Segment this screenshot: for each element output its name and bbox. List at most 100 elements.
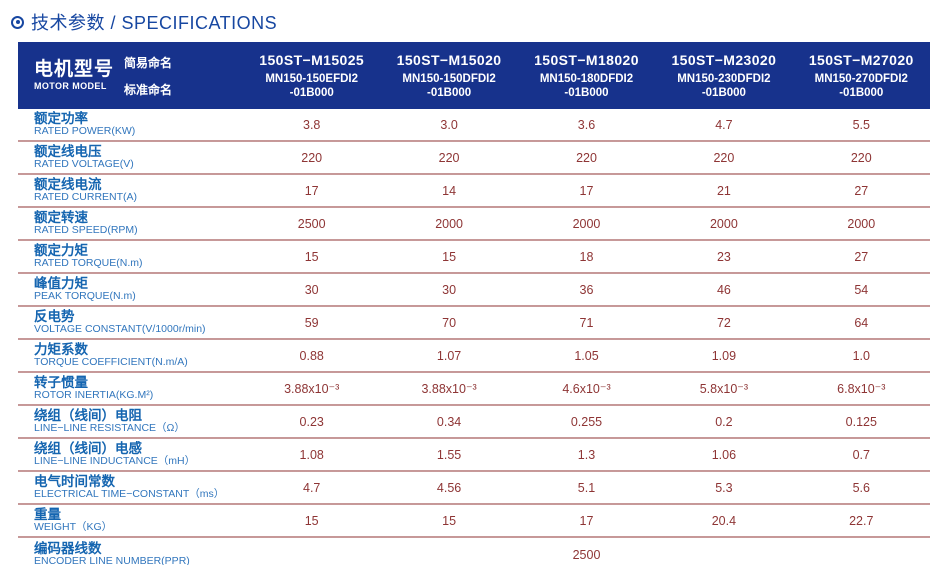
cell-value: 27 [854,183,869,198]
cell-value: 2000 [572,216,601,231]
cell-value: 2000 [709,216,738,231]
row-label-cn: 编码器线数 [34,541,102,557]
cell-value: 6.8x10⁻³ [837,382,886,396]
row-label-en: ENCODER LINE NUMBER(PPR) [34,555,190,565]
row-label-cn: 电气时间常数 [34,474,115,490]
cell-value: 15 [304,249,319,264]
model-column-header: 150ST−M15025 MN150-150EFDI2 -01B000 [243,42,380,109]
cell-value: 0.88 [299,348,324,363]
cell-value: 1.55 [436,447,462,462]
cell-value: 220 [438,150,460,165]
table-row-torque-coefficient: 力矩系数 TORQUE COEFFICIENT(N.m/A) 0.88 1.07… [18,340,930,373]
model-standard-name-line2: -01B000 [701,86,746,99]
table-row-rated-speed: 额定转速 RATED SPEED(RPM) 2500 2000 2000 200… [18,208,930,241]
model-standard-name-line2: -01B000 [564,86,609,99]
row-label-cn: 峰值力矩 [34,276,88,292]
cell-value: 5.6 [852,480,870,495]
model-standard-name: MN150-150EFDI2 -01B000 [243,73,380,101]
row-label-en: RATED POWER(KW) [34,125,136,138]
row-label-cn: 绕组（线间）电感 [34,441,142,457]
cell-value: 5.3 [715,480,733,495]
cell-value: 23 [716,249,731,264]
cell-value: 1.08 [299,447,324,462]
table-row-rated-current: 额定线电流 RATED CURRENT(A) 17 14 17 21 27 [18,175,930,208]
table-row-weight: 重量 WEIGHT（KG） 15 15 17 20.4 22.7 [18,505,930,538]
cell-value: 2000 [847,216,876,231]
row-label-cn: 额定线电压 [34,144,102,160]
standard-name-label: 标准命名 [124,82,173,97]
row-label: 重量 WEIGHT（KG） [18,507,243,534]
cell-value: 3.0 [440,117,458,132]
page-title: 技术参数 / SPECIFICATIONS [31,13,278,33]
cell-value: 4.7 [715,117,733,132]
cell-value: 2000 [435,216,463,231]
cell-value: 72 [716,315,731,330]
row-label-cn: 额定功率 [34,111,88,127]
row-label-cn: 力矩系数 [34,342,88,358]
model-standard-name-line1: MN150-270DFDI2 [814,72,908,85]
motor-model-title-cn: 电机型号 [34,59,115,81]
row-label-en: RATED CURRENT(A) [34,191,138,204]
motor-model-title: 电机型号 MOTOR MODEL [34,59,115,91]
row-label-en: RATED SPEED(RPM) [34,224,138,237]
model-simple-name: 150ST−M23020 [671,51,777,68]
model-standard-name: MN150-150DFDI2 -01B000 [380,73,517,101]
page-title-row: 技术参数 / SPECIFICATIONS [0,0,944,42]
cell-value: 59 [304,315,319,330]
row-label-cn: 转子惯量 [34,375,88,391]
table-header: 电机型号 MOTOR MODEL 简易命名 标准命名 150ST−M15025 … [18,42,930,109]
cell-value: 15 [304,513,319,528]
row-label-en: WEIGHT（KG） [34,521,113,534]
cell-value: 14 [442,183,457,198]
row-label-en: LINE−LINE INDUCTANCE（mH） [34,455,196,468]
cell-value: 22.7 [849,513,874,528]
cell-value: 30 [304,282,319,297]
cell-value: 0.34 [436,414,462,429]
cell-value: 4.56 [436,480,462,495]
table-row-rated-voltage: 额定线电压 RATED VOLTAGE(V) 220 220 220 220 2… [18,142,930,175]
cell-value: 17 [579,513,594,528]
model-standard-name-line2: -01B000 [427,86,472,99]
row-label-en: PEAK TORQUE(N.m) [34,290,136,303]
table-row-rotor-inertia: 转子惯量 ROTOR INERTIA(KG.M²) 3.88x10⁻³ 3.88… [18,373,930,406]
model-simple-name: 150ST−M15020 [396,51,502,68]
cell-value: 3.88x10⁻³ [421,382,477,396]
cell-value: 220 [301,150,323,165]
cell-value: 220 [576,150,597,165]
table-row-line-inductance: 绕组（线间）电感 LINE−LINE INDUCTANCE（mH） 1.08 1… [18,439,930,472]
cell-value: 3.8 [303,117,321,132]
motor-model-header-cell: 电机型号 MOTOR MODEL 简易命名 标准命名 [18,42,243,109]
model-standard-name-line1: MN150-230DFDI2 [677,72,771,85]
row-label: 绕组（线间）电阻 LINE−LINE RESISTANCE（Ω） [18,408,243,435]
cell-value: 1.3 [577,447,596,462]
row-label: 反电势 VOLTAGE CONSTANT(V/1000r/min) [18,309,243,336]
cell-value: 5.8x10⁻³ [699,382,749,396]
table-row-peak-torque: 峰值力矩 PEAK TORQUE(N.m) 30 30 36 46 54 [18,274,930,307]
specifications-table: 电机型号 MOTOR MODEL 简易命名 标准命名 150ST−M15025 … [18,42,930,565]
cell-value: 1.05 [574,348,599,363]
model-standard-name-line2: -01B000 [289,86,334,99]
cell-value: 71 [579,315,594,330]
model-standard-name-line1: MN150-150DFDI2 [402,72,496,85]
cell-value: 17 [304,183,319,198]
cell-value: 0.7 [852,447,870,462]
row-label-en: ELECTRICAL TIME−CONSTANT（ms） [34,488,225,501]
row-label: 电气时间常数 ELECTRICAL TIME−CONSTANT（ms） [18,474,243,501]
cell-value-merged: 2500 [572,547,601,562]
cell-value: 0.23 [299,414,324,429]
cell-value: 15 [442,513,457,528]
cell-value: 2500 [297,216,326,231]
model-column-header: 150ST−M15020 MN150-150DFDI2 -01B000 [380,42,517,109]
cell-value: 5.1 [577,480,596,495]
model-simple-name: 150ST−M27020 [808,51,914,68]
cell-value: 54 [854,282,869,297]
row-label-cn: 额定转速 [34,210,88,226]
table-row-rated-power: 额定功率 RATED POWER(KW) 3.8 3.0 3.6 4.7 5.5 [18,109,930,142]
cell-value: 46 [716,282,731,297]
row-label-en: RATED VOLTAGE(V) [34,158,134,171]
row-label: 额定线电流 RATED CURRENT(A) [18,177,243,204]
row-label-en: ROTOR INERTIA(KG.M²) [34,389,154,402]
cell-value: 20.4 [711,513,737,528]
cell-value: 64 [854,315,869,330]
cell-value: 3.6 [577,117,596,132]
